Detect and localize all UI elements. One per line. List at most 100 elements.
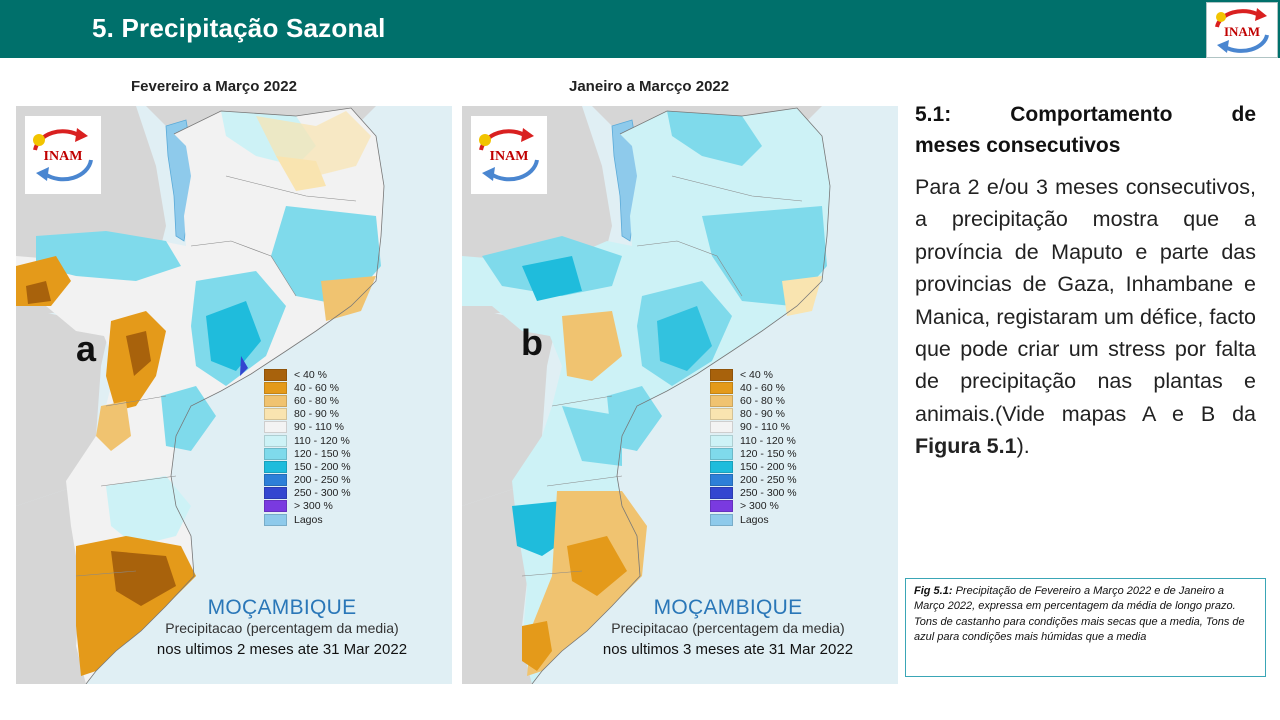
legend-item: 80 - 90 % (710, 408, 797, 421)
legend-label: < 40 % (294, 368, 327, 381)
map-a-title: Fevereiro a Março 2022 (131, 78, 297, 95)
legend-item: 200 - 250 % (264, 474, 351, 487)
legend-item: 110 - 120 % (710, 434, 797, 447)
legend-label: Lagos (294, 513, 323, 526)
section-body: Para 2 e/ou 3 meses consecutivos, a prec… (915, 171, 1256, 463)
legend-item: 60 - 80 % (264, 394, 351, 407)
legend-swatch (710, 460, 733, 473)
legend-label: 60 - 80 % (294, 394, 339, 407)
legend-swatch (710, 408, 733, 421)
figure-caption-label: Fig 5.1: (914, 585, 953, 597)
map-a-letter: a (76, 328, 97, 369)
legend-label: 150 - 200 % (740, 460, 797, 473)
legend-swatch (710, 513, 733, 526)
inam-logo-icon: INAM (479, 128, 539, 182)
legend-label: 60 - 80 % (740, 394, 785, 407)
map-b-letter: b (521, 322, 543, 363)
legend-label: 110 - 120 % (740, 434, 796, 447)
map-a-legend: < 40 % 40 - 60 % 60 - 80 % 80 - 90 % 90 … (264, 368, 351, 526)
legend-label: > 300 % (740, 500, 779, 513)
legend-item: 250 - 300 % (264, 487, 351, 500)
header-bar: 5. Precipitação Sazonal INAM (0, 0, 1280, 58)
legend-item: 120 - 150 % (264, 447, 351, 460)
map-b-title: Janeiro a Marcço 2022 (569, 78, 730, 95)
map-a-svg (16, 106, 385, 684)
legend-swatch (710, 474, 733, 487)
section-heading-line2: meses consecutivos (915, 134, 1121, 157)
legend-label: 150 - 200 % (294, 460, 351, 473)
legend-label: 200 - 250 % (740, 474, 797, 487)
inam-logo-icon: INAM (33, 128, 93, 182)
legend-swatch (710, 487, 733, 500)
map-b-legend: < 40 % 40 - 60 % 60 - 80 % 80 - 90 % 90 … (710, 368, 797, 526)
legend-swatch (710, 368, 733, 381)
legend-item: 150 - 200 % (264, 460, 351, 473)
legend-item: 200 - 250 % (710, 474, 797, 487)
legend-label: 80 - 90 % (740, 408, 785, 421)
legend-swatch (264, 394, 287, 407)
legend-swatch (710, 447, 733, 460)
legend-swatch (710, 500, 733, 513)
inam-logo: INAM (1206, 2, 1278, 58)
legend-item: 40 - 60 % (264, 381, 351, 394)
legend-item: 250 - 300 % (710, 487, 797, 500)
map-a-country: MOÇAMBIQUE (207, 596, 357, 619)
legend-swatch (264, 408, 287, 421)
legend-item: > 300 % (710, 500, 797, 513)
map-b-country: MOÇAMBIQUE (653, 596, 803, 619)
legend-swatch (264, 500, 287, 513)
legend-swatch (264, 368, 287, 381)
legend-label: 110 - 120 % (294, 434, 350, 447)
legend-label: 120 - 150 % (740, 447, 797, 460)
body-text-end: ). (1016, 434, 1030, 459)
legend-item: 90 - 110 % (264, 421, 351, 434)
svg-text:INAM: INAM (1224, 24, 1260, 39)
legend-swatch (264, 474, 287, 487)
legend-swatch (264, 434, 287, 447)
legend-label: < 40 % (740, 368, 773, 381)
map-b-svg (462, 106, 831, 684)
legend-item: < 40 % (264, 368, 351, 381)
legend-swatch (264, 487, 287, 500)
legend-swatch (710, 421, 733, 434)
legend-label: 40 - 60 % (294, 381, 339, 394)
legend-swatch (264, 381, 287, 394)
map-b-period: nos ultimos 3 meses ate 31 Mar 2022 (602, 641, 854, 658)
map-a-logo: INAM (25, 116, 101, 194)
legend-item: Lagos (264, 513, 351, 526)
legend-swatch (710, 434, 733, 447)
figure-caption-box: Fig 5.1: Precipitação de Fevereiro a Mar… (905, 578, 1266, 677)
legend-item: 120 - 150 % (710, 447, 797, 460)
map-b-panel: INAM b < 40 % 40 - 60 % 60 - 80 % 80 - 9… (462, 106, 898, 684)
inam-logo-icon: INAM (1215, 8, 1269, 53)
map-a-panel: INAM a < 40 % 40 - 60 % 60 - 80 % 80 - 9… (16, 106, 452, 684)
legend-label: 40 - 60 % (740, 381, 785, 394)
legend-swatch (710, 394, 733, 407)
legend-label: 250 - 300 % (294, 487, 351, 500)
legend-item: 60 - 80 % (710, 394, 797, 407)
map-b-logo: INAM (471, 116, 547, 194)
figure-caption-note: Tons de castanho para condições mais sec… (914, 615, 1245, 643)
legend-label: 250 - 300 % (740, 487, 797, 500)
legend-swatch (264, 447, 287, 460)
section-heading: 5.1: Comportamento de (915, 103, 1256, 126)
map-a-caption: Precipitacao (percentagem da media) (165, 620, 399, 636)
figure-reference: Figura 5.1 (915, 434, 1017, 459)
legend-item: 80 - 90 % (264, 408, 351, 421)
figure-caption-text: Precipitação de Fevereiro a Março 2022 e… (914, 585, 1236, 613)
legend-label: 90 - 110 % (740, 421, 791, 434)
legend-swatch (264, 421, 287, 434)
legend-item: 110 - 120 % (264, 434, 351, 447)
legend-swatch (264, 513, 287, 526)
legend-label: 120 - 150 % (294, 447, 351, 460)
legend-item: > 300 % (264, 500, 351, 513)
map-b-caption: Precipitacao (percentagem da media) (611, 620, 845, 636)
svg-text:INAM: INAM (44, 149, 83, 164)
legend-swatch (710, 381, 733, 394)
legend-label: 80 - 90 % (294, 408, 339, 421)
legend-item: 150 - 200 % (710, 460, 797, 473)
legend-item: Lagos (710, 513, 797, 526)
svg-text:INAM: INAM (490, 149, 529, 164)
map-a-period: nos ultimos 2 meses ate 31 Mar 2022 (156, 641, 408, 658)
page-title: 5. Precipitação Sazonal (92, 13, 386, 43)
